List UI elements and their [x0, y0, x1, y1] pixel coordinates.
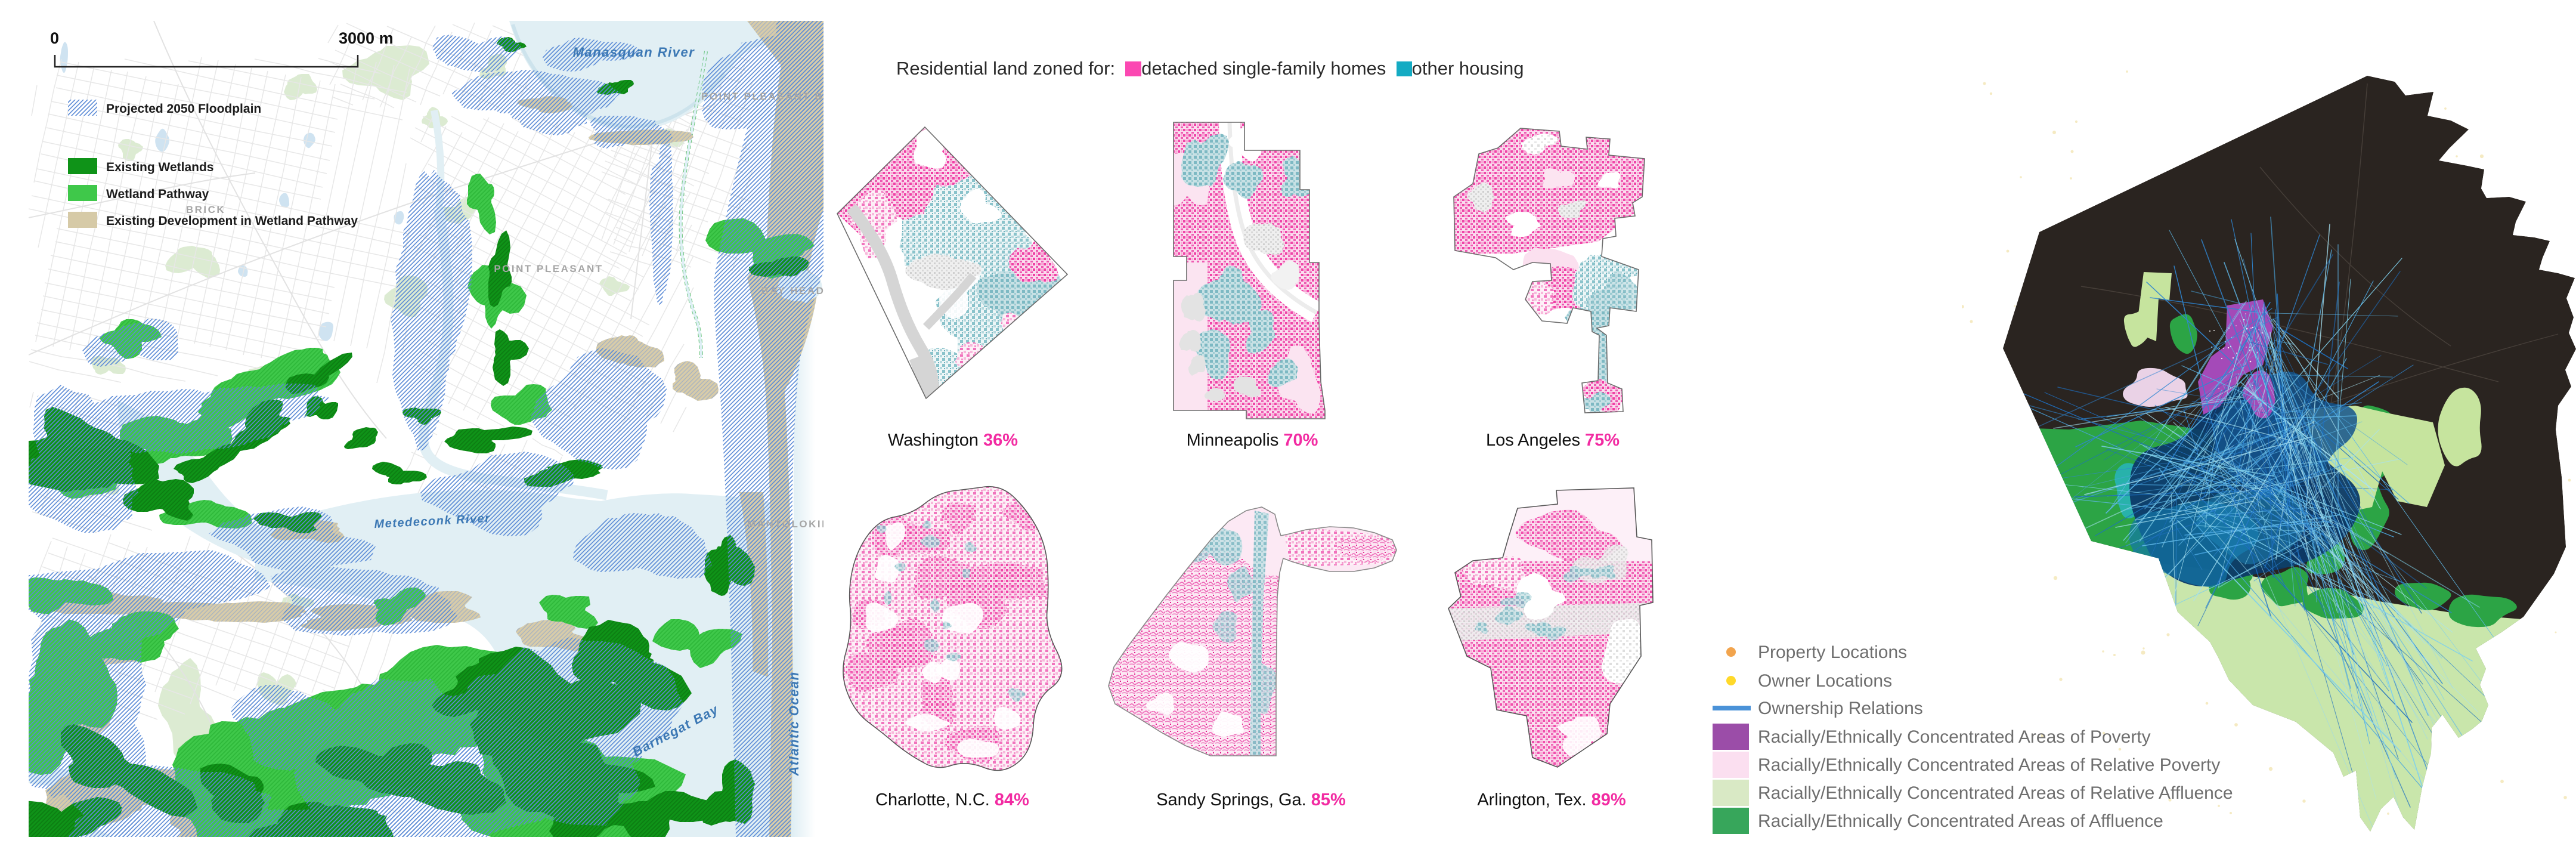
svg-text:Wetland Pathway: Wetland Pathway — [106, 187, 209, 201]
svg-text:Atlantic Ocean: Atlantic Ocean — [787, 671, 801, 776]
svg-text:BRICK: BRICK — [186, 204, 225, 215]
svg-text:POINT PLEASANT: POINT PLEASANT — [494, 263, 603, 274]
svg-text:BAY HEAD: BAY HEAD — [761, 285, 823, 296]
svg-text:0: 0 — [50, 29, 59, 47]
svg-text:Manasquan River: Manasquan River — [573, 45, 695, 60]
svg-text:3000 m: 3000 m — [339, 29, 394, 47]
svg-text:Projected 2050 Floodplain: Projected 2050 Floodplain — [106, 102, 261, 116]
svg-text:MANTOLOKING: MANTOLOKING — [747, 518, 823, 530]
svg-text:Existing Development in Wetlan: Existing Development in Wetland Pathway — [106, 214, 358, 228]
svg-text:POINT PLEASANT BEA: POINT PLEASANT BEA — [701, 91, 823, 102]
svg-text:Existing Wetlands: Existing Wetlands — [106, 160, 213, 174]
